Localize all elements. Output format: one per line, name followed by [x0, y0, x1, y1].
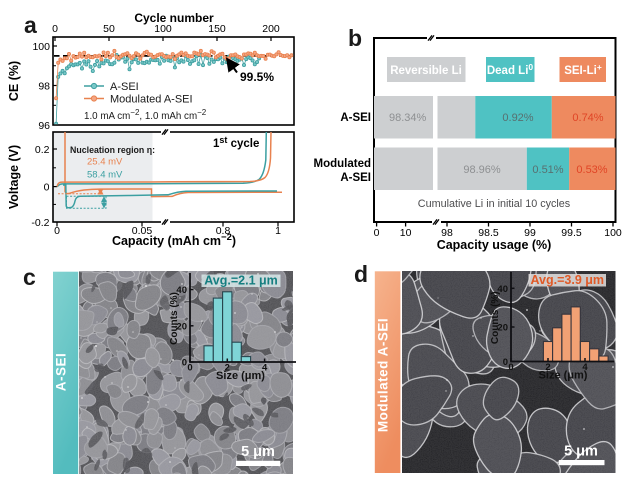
svg-text:200: 200 — [262, 23, 280, 35]
svg-text:0.92%: 0.92% — [502, 112, 533, 124]
svg-text:98: 98 — [441, 227, 453, 239]
svg-text:Counts (%): Counts (%) — [490, 291, 501, 344]
svg-text:1: 1 — [275, 225, 281, 237]
svg-text:98.34%: 98.34% — [389, 112, 427, 124]
svg-text:CE (%): CE (%) — [7, 61, 21, 101]
svg-text:Avg.=3.9 μm: Avg.=3.9 μm — [530, 273, 604, 287]
svg-text:100: 100 — [154, 23, 172, 35]
svg-text:Counts (%): Counts (%) — [169, 292, 180, 345]
svg-text:98.96%: 98.96% — [463, 164, 501, 176]
svg-text:SEI-Li+: SEI-Li+ — [564, 62, 602, 77]
svg-text:0: 0 — [182, 358, 187, 369]
svg-text:Modulated A-SEI: Modulated A-SEI — [376, 318, 391, 432]
svg-text:Modulated: Modulated — [314, 158, 372, 170]
svg-text:0: 0 — [187, 363, 192, 374]
svg-text:20: 20 — [497, 323, 508, 334]
svg-text:0: 0 — [508, 362, 513, 373]
svg-text:98: 98 — [38, 81, 50, 93]
svg-text:0.74%: 0.74% — [572, 112, 603, 124]
svg-text:c: c — [23, 264, 36, 290]
svg-text:0.53%: 0.53% — [576, 164, 607, 176]
svg-text:0: 0 — [503, 357, 508, 368]
svg-text:1.0 mA cm−2, 1.0 mAh cm−2: 1.0 mA cm−2, 1.0 mAh cm−2 — [84, 108, 207, 122]
svg-text:100: 100 — [32, 41, 50, 53]
svg-text:Modulated A-SEI: Modulated A-SEI — [110, 94, 193, 106]
svg-text:2: 2 — [545, 362, 550, 373]
svg-text:96: 96 — [38, 120, 50, 132]
svg-text:Cumulative Li in initial 10 cy: Cumulative Li in initial 10 cycles — [418, 198, 571, 210]
svg-text:99: 99 — [524, 227, 536, 239]
svg-text:50: 50 — [103, 23, 115, 35]
svg-text:98.5: 98.5 — [478, 227, 499, 239]
svg-text:A-SEI: A-SEI — [340, 172, 371, 184]
svg-text:d: d — [354, 261, 368, 287]
svg-text:0.05: 0.05 — [132, 225, 153, 237]
svg-text:0: 0 — [54, 225, 60, 237]
svg-text:5 μm: 5 μm — [241, 444, 275, 460]
svg-text:25.4 mV: 25.4 mV — [87, 157, 123, 168]
svg-text:5 μm: 5 μm — [564, 444, 598, 460]
svg-text:A-SEI: A-SEI — [110, 81, 139, 93]
svg-text:4: 4 — [262, 363, 268, 374]
svg-text:Size (μm): Size (μm) — [539, 370, 588, 382]
svg-text:0: 0 — [374, 227, 380, 239]
svg-text:4: 4 — [582, 362, 588, 373]
svg-text:1st cycle: 1st cycle — [213, 135, 259, 150]
svg-text:99.5%: 99.5% — [240, 70, 274, 84]
svg-text:99.5: 99.5 — [561, 227, 582, 239]
svg-text:Nucleation region η:: Nucleation region η: — [70, 145, 155, 155]
svg-text:a: a — [24, 12, 37, 38]
svg-text:40: 40 — [497, 284, 508, 295]
svg-text:0: 0 — [52, 23, 58, 35]
svg-text:A-SEI: A-SEI — [54, 353, 69, 392]
svg-text:Avg.=2.1 μm: Avg.=2.1 μm — [204, 274, 278, 288]
svg-text:100: 100 — [604, 227, 622, 239]
svg-text:2: 2 — [225, 363, 230, 374]
svg-text:A-SEI: A-SEI — [340, 112, 371, 124]
svg-text:Cycle number: Cycle number — [134, 11, 214, 25]
svg-text:Capacity usage (%): Capacity usage (%) — [437, 238, 552, 252]
svg-text:10: 10 — [400, 227, 412, 239]
svg-text:58.4 mV: 58.4 mV — [87, 170, 123, 181]
svg-text:0.2: 0.2 — [35, 144, 50, 156]
svg-text:Voltage (V): Voltage (V) — [7, 145, 21, 209]
svg-text:Dead Li0: Dead Li0 — [487, 62, 534, 77]
svg-text:0: 0 — [44, 182, 50, 194]
svg-text:Size (μm): Size (μm) — [216, 370, 265, 382]
svg-text:40: 40 — [176, 285, 187, 296]
svg-text:0.51%: 0.51% — [532, 164, 563, 176]
svg-text:b: b — [348, 25, 362, 51]
svg-text:-0.2: -0.2 — [31, 217, 49, 229]
svg-text:Capacity (mAh cm−2): Capacity (mAh cm−2) — [112, 232, 236, 248]
svg-text:20: 20 — [176, 321, 187, 332]
svg-text:Reversible Li: Reversible Li — [390, 65, 462, 77]
svg-text:150: 150 — [208, 23, 226, 35]
svg-text:0.8: 0.8 — [216, 225, 231, 237]
